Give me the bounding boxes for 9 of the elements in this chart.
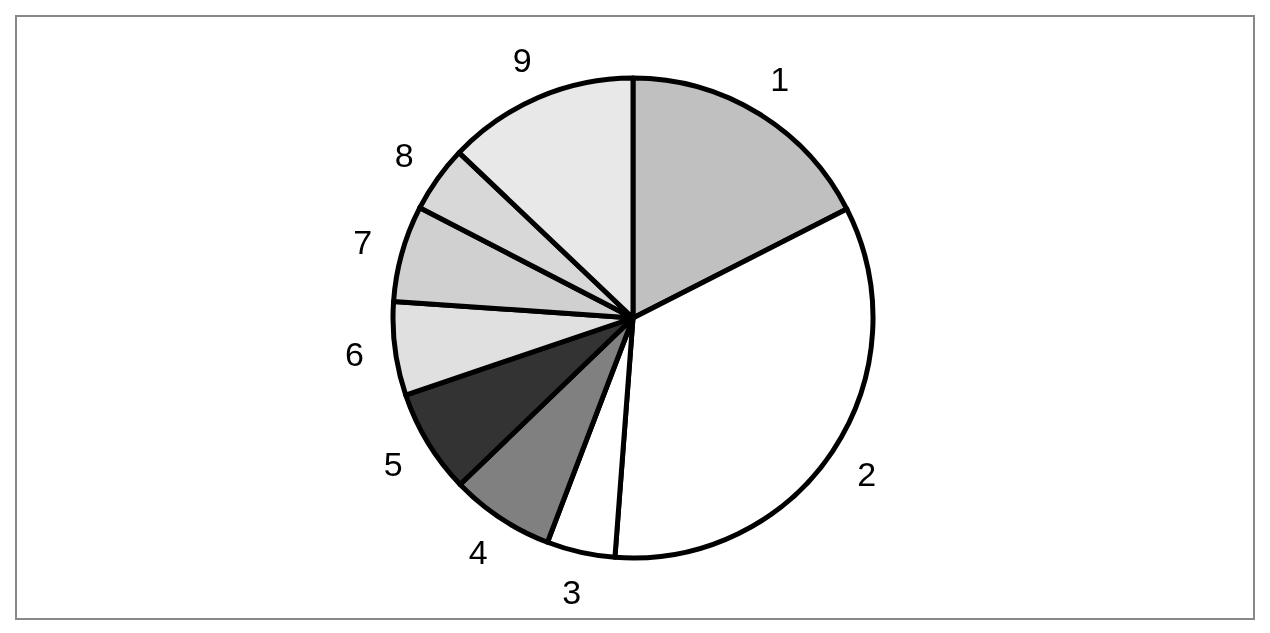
slice-label: 6 [345, 335, 364, 374]
slice-label: 8 [394, 136, 414, 175]
slice-label: 5 [383, 444, 403, 483]
slice-label: 9 [512, 40, 532, 79]
slice-label: 4 [468, 533, 488, 572]
slice-label: 1 [770, 59, 790, 98]
slice-label: 3 [562, 573, 582, 612]
slice-label: 2 [857, 454, 877, 493]
slice-label: 7 [353, 223, 373, 262]
